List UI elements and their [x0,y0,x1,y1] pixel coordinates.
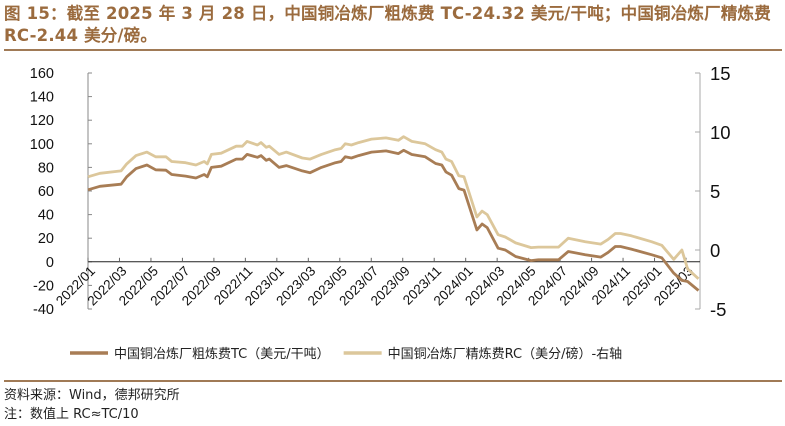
left-axis-tick-label: 140 [30,90,54,106]
legend-item-tc: 中国铜冶炼厂粗炼费TC（美元/干吨） [70,347,330,362]
line-chart: 160140120100806040200-20-40151050-52022/… [30,63,731,362]
footer-divider [4,380,782,382]
left-axis-tick-label: 0 [46,255,54,271]
series-tc-line [87,148,700,292]
right-axis-tick-label: -5 [710,299,726,320]
left-axis-tick-label: 160 [30,66,54,82]
legend: 中国铜冶炼厂粗炼费TC（美元/干吨） 中国铜冶炼厂精炼费RC（美分/磅）-右轴 [70,346,622,362]
right-axis-tick-label: 15 [710,63,731,84]
left-axis-tick-label: -40 [33,302,54,318]
left-axis-tick-label: 100 [30,137,54,153]
left-axis-tick-label: 40 [38,208,54,224]
figure-title: 图 15：截至 2025 年 3 月 28 日，中国铜冶炼厂粗炼费 TC-24.… [4,4,771,45]
right-axis-tick-label: 10 [710,122,731,143]
left-axis-tick-label: 20 [38,231,54,247]
right-axis-tick-label: 0 [710,240,720,261]
right-axis-tick-label: 5 [710,181,720,202]
left-axis-tick-label: 60 [38,184,54,200]
title-divider [4,49,782,51]
legend-label: 中国铜冶炼厂粗炼费TC（美元/干吨） [114,347,330,362]
legend-item-rc: 中国铜冶炼厂精炼费RC（美分/磅）-右轴 [343,346,623,362]
left-axis-tick-label: 80 [38,160,54,176]
left-axis-tick-label: 120 [30,113,54,129]
legend-label: 中国铜冶炼厂精炼费RC（美分/磅）-右轴 [388,346,623,362]
source-text: 资料来源：Wind，德邦研究所 [4,388,180,403]
note-text: 注：数值上 RC≈TC/10 [4,407,139,422]
left-axis-tick-label: -20 [33,278,54,294]
series-rc-line [87,135,700,280]
axes: 160140120100806040200-20-40151050-52022/… [30,63,731,320]
series-lines [87,135,700,292]
